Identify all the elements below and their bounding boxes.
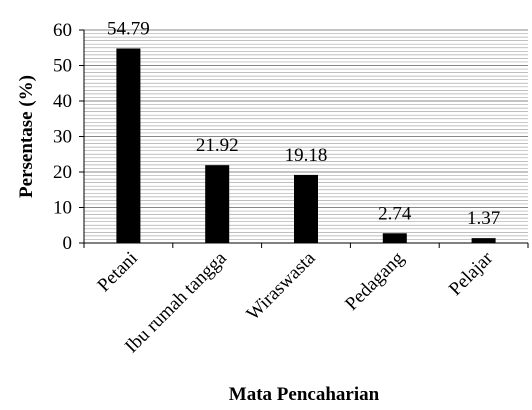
data-label: 54.79 (107, 18, 150, 39)
x-tick-label: Petani (93, 248, 141, 296)
data-label: 1.37 (467, 208, 500, 229)
bar-pelajar (471, 238, 496, 243)
bar-wiraswasta (294, 174, 318, 243)
y-tick-label: 10 (53, 198, 72, 219)
y-tick-label: 40 (53, 91, 72, 112)
bars (116, 48, 496, 243)
y-axis-title: Persentase (%) (16, 75, 37, 198)
y-tick-label: 50 (53, 56, 72, 77)
y-tick-label: 30 (53, 127, 72, 148)
bar-pedagang (382, 233, 407, 243)
x-tick-label: Pelajar (445, 247, 498, 300)
y-tick-labels: 0 10 20 30 40 50 60 (53, 20, 72, 254)
axes (79, 29, 529, 248)
bar-petani (116, 48, 141, 243)
bar-ibu-rumah-tangga (205, 165, 230, 243)
y-tick-label: 20 (53, 162, 72, 183)
y-tick-label: 0 (63, 233, 73, 254)
y-tick-label: 60 (53, 20, 72, 41)
data-labels: 54.79 21.92 19.18 2.74 1.37 (107, 18, 500, 229)
data-label: 19.18 (285, 145, 328, 166)
x-tick-label: Pedagang (341, 247, 408, 314)
x-tick-label: Wiraswasta (243, 247, 320, 324)
data-label: 21.92 (196, 135, 239, 156)
data-label: 2.74 (378, 203, 412, 224)
x-axis-title: Mata Pencaharian (229, 384, 380, 405)
